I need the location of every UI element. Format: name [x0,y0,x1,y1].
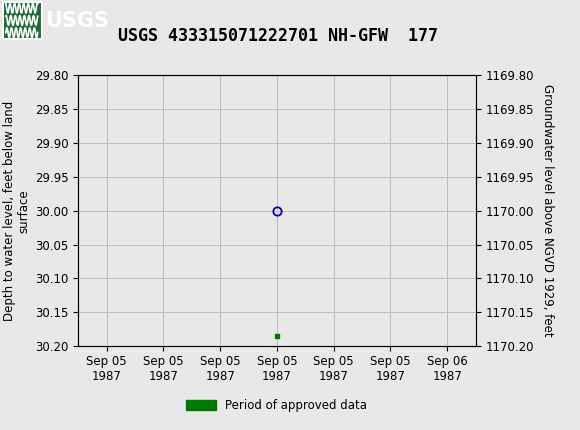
Y-axis label: Depth to water level, feet below land
surface: Depth to water level, feet below land su… [3,101,31,321]
Bar [3,2,42,39]
Y-axis label: Groundwater level above NGVD 1929, feet: Groundwater level above NGVD 1929, feet [541,84,554,337]
Text: USGS: USGS [45,11,109,31]
Legend: Period of approved data: Period of approved data [187,399,367,412]
Text: USGS 433315071222701 NH-GFW  177: USGS 433315071222701 NH-GFW 177 [118,27,438,45]
